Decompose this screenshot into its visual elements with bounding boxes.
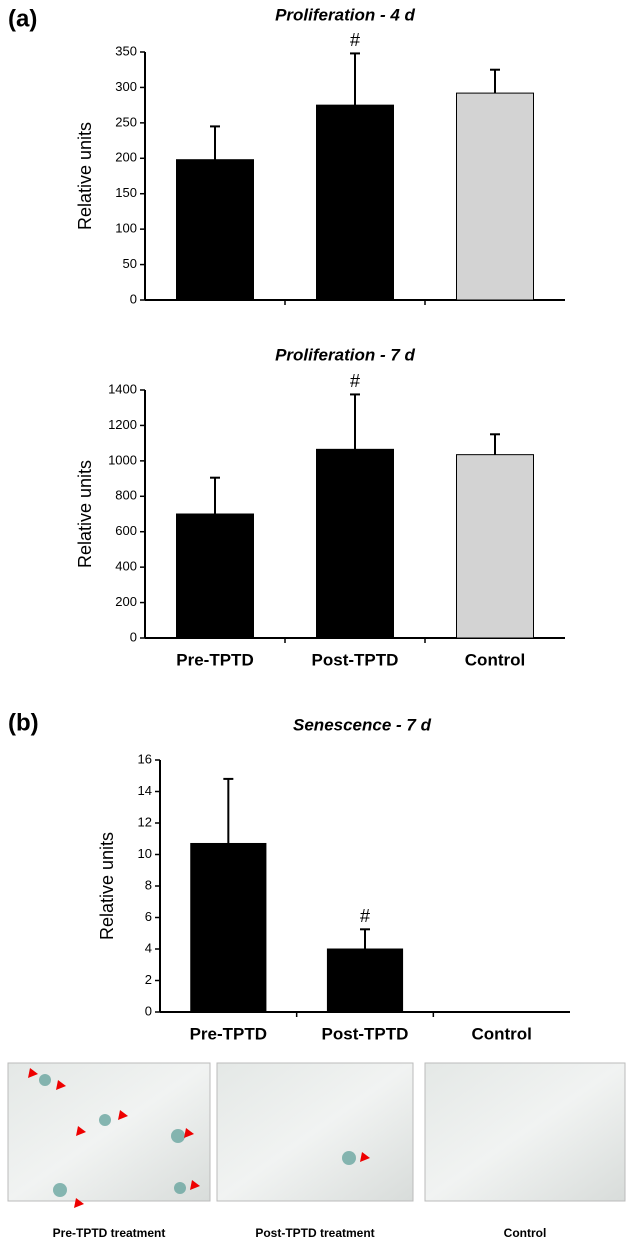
x-tick-label: Pre-TPTD	[190, 1024, 267, 1043]
bar	[176, 513, 254, 639]
micrograph	[424, 1062, 626, 1202]
annotation: #	[350, 371, 360, 391]
image-caption: Pre-TPTD treatment	[53, 1226, 166, 1240]
y-tick-label: 16	[138, 751, 152, 766]
bar	[456, 454, 534, 639]
y-tick-label: 1000	[108, 452, 137, 467]
x-tick-label: Control	[465, 650, 525, 669]
y-tick-label: 150	[115, 185, 137, 200]
panel-label: (a)	[8, 5, 37, 32]
y-tick-label: 200	[115, 150, 137, 165]
y-tick-label: 400	[115, 559, 137, 574]
bar	[190, 842, 267, 1013]
y-tick-label: 4	[145, 940, 152, 955]
y-tick-label: 350	[115, 43, 137, 58]
y-tick-label: 600	[115, 523, 137, 538]
bar	[316, 448, 394, 639]
bar	[316, 104, 394, 301]
bar	[326, 948, 404, 1013]
y-axis-label: Relative units	[97, 832, 117, 940]
x-tick-label: Pre-TPTD	[176, 650, 253, 669]
bar	[456, 92, 534, 301]
y-tick-label: 0	[130, 291, 137, 306]
annotation: #	[360, 906, 370, 926]
y-tick-label: 14	[138, 783, 152, 798]
image-caption: Post-TPTD treatment	[255, 1226, 374, 1240]
y-tick-label: 300	[115, 79, 137, 94]
arrows	[28, 1068, 370, 1208]
y-axis-label: Relative units	[75, 122, 95, 230]
y-tick-label: 2	[145, 972, 152, 987]
chart-title: Proliferation - 4 d	[275, 5, 415, 24]
x-tick-label: Post-TPTD	[312, 650, 399, 669]
annotation: #	[350, 30, 360, 50]
x-tick-label: Control	[471, 1024, 531, 1043]
micrograph	[216, 1062, 414, 1202]
y-tick-label: 0	[145, 1003, 152, 1018]
y-tick-label: 100	[115, 221, 137, 236]
y-tick-label: 250	[115, 114, 137, 129]
y-tick-label: 800	[115, 488, 137, 503]
y-tick-label: 50	[123, 256, 137, 271]
chart-title: Senescence - 7 d	[293, 715, 432, 734]
image-caption: Control	[504, 1226, 547, 1240]
y-tick-label: 10	[138, 846, 152, 861]
y-tick-label: 8	[145, 877, 152, 892]
chart-title: Proliferation - 7 d	[275, 345, 415, 364]
panel-label: (b)	[8, 709, 39, 736]
y-tick-label: 200	[115, 594, 137, 609]
x-tick-label: Post-TPTD	[322, 1024, 409, 1043]
y-tick-label: 0	[130, 629, 137, 644]
bar	[176, 159, 254, 301]
y-tick-label: 6	[145, 909, 152, 924]
y-tick-label: 1400	[108, 381, 137, 396]
y-tick-label: 1200	[108, 417, 137, 432]
stained-cells	[39, 1074, 356, 1197]
micrographs: Pre-TPTD treatment Post-TPTD treatment C…	[7, 1062, 626, 1240]
y-tick-label: 12	[138, 814, 152, 829]
y-axis-label: Relative units	[75, 460, 95, 568]
